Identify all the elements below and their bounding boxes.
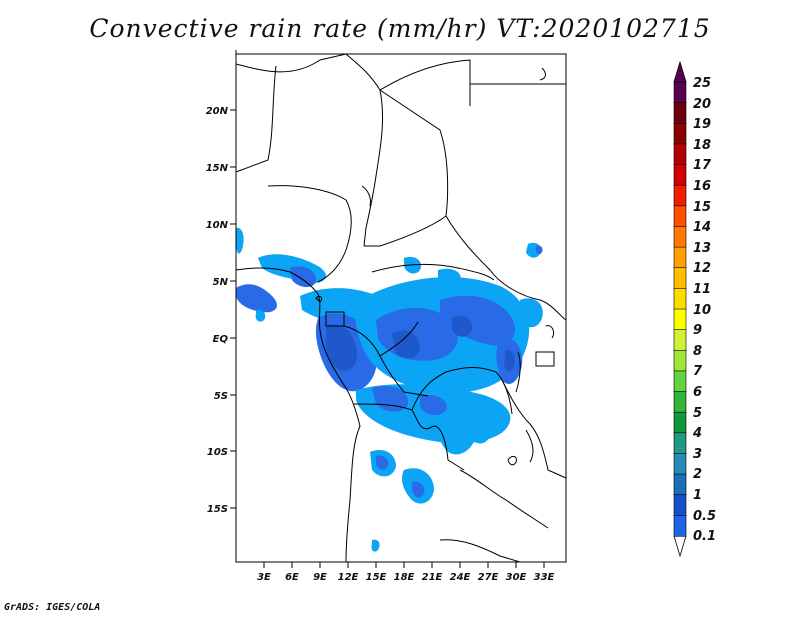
colorbar-cell	[673, 122, 687, 145]
lon-tick-label: 3E	[257, 572, 271, 583]
colorbar-cell	[673, 164, 687, 186]
colorbar-label: 18	[693, 138, 711, 153]
colorbar-cell	[673, 432, 687, 455]
lat-tick-label: EQ	[213, 334, 229, 345]
colorbar-cell	[673, 81, 687, 104]
colorbar-cell	[673, 288, 687, 310]
colorbar-label: 15	[693, 200, 711, 215]
coastlines-borders	[235, 50, 567, 563]
lat-tick-label: 10S	[207, 447, 228, 458]
lon-tick-label: 15E	[366, 572, 387, 583]
colorbar-top-arrow	[673, 60, 687, 83]
lon-tick-label: 30E	[506, 572, 527, 583]
colorbar-label: 0.1	[693, 529, 716, 544]
colorbar-label: 10	[693, 303, 711, 318]
lon-tick-label: 24E	[450, 572, 471, 583]
rain-field	[236, 227, 543, 552]
credit-label: GrADS: IGES/COLA	[4, 602, 101, 613]
lat-tick-label: 15N	[206, 163, 229, 174]
colorbar-cell	[673, 308, 687, 331]
lat-tick-label: 20N	[206, 106, 229, 117]
colorbar-cell	[673, 494, 687, 516]
lon-tick-label: 18E	[394, 572, 415, 583]
colorbar-cell	[673, 370, 687, 393]
colorbar-cell	[673, 391, 687, 413]
colorbar-cell	[673, 267, 687, 289]
colorbar-label: 25	[693, 76, 711, 91]
colorbar-label: 4	[692, 426, 702, 441]
colorbar-label: 0.5	[693, 509, 716, 524]
colorbar-label: 20	[693, 97, 711, 112]
colorbar-cell	[673, 411, 687, 434]
colorbar-label: 1	[693, 488, 702, 503]
lat-tick-label: 15S	[207, 504, 228, 515]
colorbar-bottom-arrow	[673, 535, 687, 558]
lon-tick-label: 27E	[478, 572, 499, 583]
lon-tick-label: 33E	[534, 572, 555, 583]
colorbar-cell	[673, 143, 687, 166]
colorbar-label: 14	[693, 220, 711, 235]
colorbar-cell	[673, 329, 687, 351]
lon-tick-label: 21E	[422, 572, 443, 583]
lon-tick-label: 9E	[313, 572, 327, 583]
colorbar-cell	[673, 349, 687, 372]
colorbar-label: 19	[693, 117, 711, 132]
colorbar-cell	[673, 205, 687, 228]
lat-axis: 20N 15N 10N 5N EQ 5S 10S 15S	[206, 106, 236, 515]
colorbar-cells	[673, 81, 687, 537]
colorbar-label: 12	[693, 261, 711, 276]
lat-tick-label: 5N	[213, 277, 229, 288]
colorbar-cell	[673, 184, 687, 207]
colorbar-cell	[673, 473, 687, 496]
colorbar-cell	[673, 453, 687, 475]
colorbar-label: 7	[693, 364, 703, 379]
map-title: Convective rain rate (mm/hr) VT:20201027…	[89, 14, 711, 43]
colorbar-label: 8	[693, 344, 702, 359]
lon-axis: 3E 6E 9E 12E 15E 18E 21E 24E 27E 30E 33E	[257, 562, 555, 583]
colorbar-label: 5	[693, 406, 702, 421]
colorbar-cell	[673, 246, 687, 269]
colorbar-label: 3	[693, 447, 702, 462]
colorbar-label: 11	[693, 282, 711, 297]
colorbar-cell	[673, 515, 687, 537]
map-frame	[235, 53, 567, 563]
colorbar-label: 16	[693, 179, 711, 194]
colorbar-label: 9	[693, 323, 702, 338]
colorbar-label: 2	[693, 467, 702, 482]
colorbar-label: 6	[693, 385, 702, 400]
lon-tick-label: 12E	[338, 572, 359, 583]
colorbar: 25 20 19 18 17 16 15 14 13 12 11 10 9 8 …	[673, 60, 716, 558]
colorbar-label: 17	[693, 158, 712, 173]
colorbar-label: 13	[693, 241, 711, 256]
lat-tick-label: 5S	[214, 391, 228, 402]
lon-tick-label: 6E	[285, 572, 299, 583]
colorbar-cell	[673, 102, 687, 124]
colorbar-cell	[673, 226, 687, 248]
lat-tick-label: 10N	[206, 220, 229, 231]
